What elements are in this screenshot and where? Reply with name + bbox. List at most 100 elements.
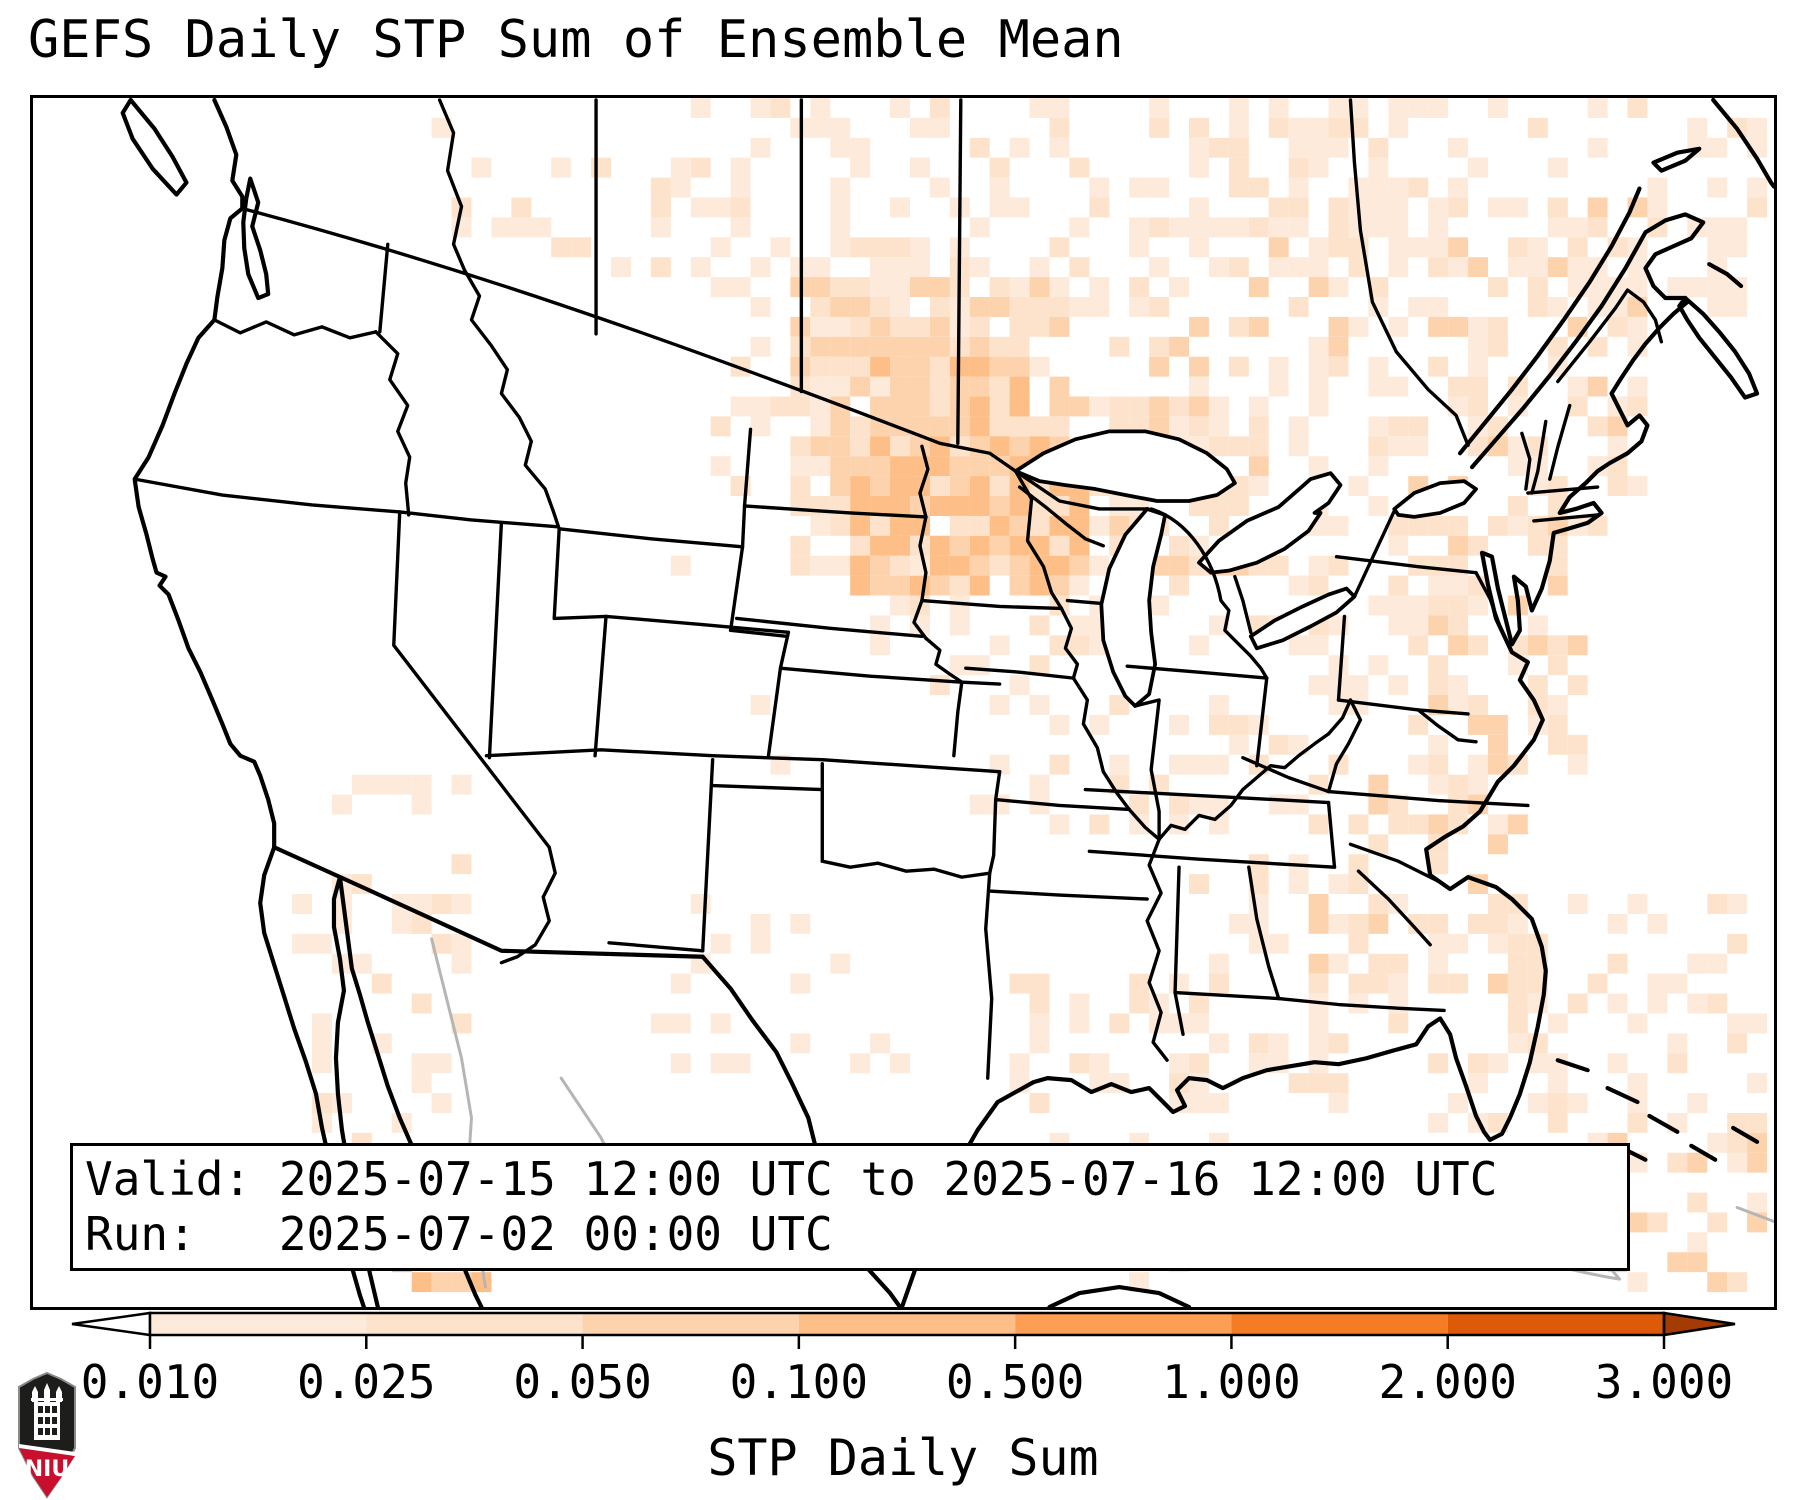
stp-cell xyxy=(1408,416,1429,437)
stp-cell xyxy=(989,635,1010,656)
stp-cell xyxy=(1547,297,1568,317)
stp-cell xyxy=(1487,814,1508,835)
stp-cell xyxy=(1727,217,1748,238)
stp-cell xyxy=(1169,754,1190,775)
stp-cell xyxy=(989,157,1010,178)
stp-cell xyxy=(1448,814,1469,835)
stp-cell xyxy=(1009,316,1030,337)
stp-cell xyxy=(1089,555,1110,576)
stp-cell xyxy=(890,277,910,298)
stp-cell xyxy=(1248,476,1269,497)
stp-cell xyxy=(1547,655,1568,676)
stp-cell xyxy=(1527,117,1548,138)
stp-cell xyxy=(1268,257,1289,278)
stp-cell xyxy=(1487,834,1508,855)
stp-cell xyxy=(830,515,851,536)
stp-cell xyxy=(1727,894,1748,914)
stp-cell xyxy=(1009,575,1030,596)
stp-cell xyxy=(551,157,572,178)
stp-cell xyxy=(531,217,552,238)
stp-cell xyxy=(730,396,751,417)
stp-cell xyxy=(1448,774,1469,795)
stp-cell xyxy=(929,416,950,437)
stp-cell xyxy=(1129,814,1150,835)
stp-heatmap-cells xyxy=(292,98,1768,1293)
stp-cell xyxy=(1049,117,1070,138)
stp-cell xyxy=(890,316,910,337)
stp-cell xyxy=(650,217,671,238)
stp-cell xyxy=(909,396,930,417)
stp-cell xyxy=(1029,297,1050,317)
stp-cell xyxy=(1248,1033,1269,1054)
stp-cell xyxy=(1468,754,1488,775)
stp-cell xyxy=(1368,595,1389,616)
stp-cell xyxy=(1308,277,1329,298)
stp-cell xyxy=(1428,1053,1449,1074)
stp-cell xyxy=(949,535,970,556)
stp-cell xyxy=(810,416,831,437)
stp-cell xyxy=(810,277,831,298)
stp-cell xyxy=(1408,754,1429,775)
stp-cell xyxy=(1428,655,1449,676)
stp-cell xyxy=(949,575,970,596)
stp-cell xyxy=(1448,615,1469,636)
stp-cell xyxy=(1468,316,1488,337)
stp-cell xyxy=(1208,953,1229,974)
stp-cell xyxy=(1428,1112,1449,1133)
stp-cell xyxy=(730,197,751,218)
coastlines xyxy=(120,98,1774,1307)
stp-cell xyxy=(1129,973,1150,994)
stp-cell xyxy=(909,416,930,437)
stp-cell xyxy=(411,794,432,815)
stp-cell xyxy=(1547,1013,1568,1034)
stp-cell xyxy=(1667,973,1688,994)
stp-cell xyxy=(870,436,891,457)
stp-cell xyxy=(830,416,851,437)
stp-cell xyxy=(1468,595,1488,616)
stp-cell xyxy=(1707,137,1728,158)
stp-cell xyxy=(1189,1013,1209,1034)
lake-michigan xyxy=(1099,507,1167,708)
stp-cell xyxy=(1049,575,1070,596)
stp-cell xyxy=(1069,396,1090,417)
stp-cell xyxy=(1328,515,1349,536)
stp-cell xyxy=(890,515,910,536)
stp-cell xyxy=(1388,257,1409,278)
stp-cell xyxy=(1348,854,1369,875)
stp-cell xyxy=(1129,993,1150,1014)
stp-cell xyxy=(1388,615,1409,636)
colorbar-under-arrow xyxy=(71,1311,152,1337)
stp-cell xyxy=(1547,197,1568,218)
stp-cell xyxy=(1009,675,1030,696)
stp-cell xyxy=(1627,1013,1648,1034)
stp-cell xyxy=(989,277,1010,298)
stp-cell xyxy=(1029,496,1050,516)
stp-cell xyxy=(1468,1073,1488,1094)
stp-cell xyxy=(1567,257,1588,278)
map-panel xyxy=(30,95,1777,1310)
stp-cell xyxy=(1029,277,1050,298)
stp-cell xyxy=(1408,515,1429,536)
stp-cell xyxy=(1468,257,1488,278)
stp-cell xyxy=(1268,237,1289,258)
stp-cell xyxy=(1029,615,1050,636)
stp-cell xyxy=(650,197,671,218)
stp-cell xyxy=(710,933,731,954)
stp-cell xyxy=(1268,197,1289,218)
colorbar-outline xyxy=(148,1311,1666,1337)
stp-cell xyxy=(750,396,771,417)
stp-cell xyxy=(1129,1272,1150,1293)
stp-cell xyxy=(1109,496,1130,516)
stp-cell xyxy=(790,973,811,994)
stp-cell xyxy=(790,396,811,417)
stp-cell xyxy=(1049,754,1070,775)
stp-cell xyxy=(1228,257,1249,278)
stp-cell xyxy=(1388,177,1409,198)
stp-cell xyxy=(1368,496,1389,516)
stp-cell xyxy=(890,575,910,596)
stp-cell xyxy=(1567,635,1588,656)
stp-cell xyxy=(1667,1152,1688,1173)
stp-cell xyxy=(1587,277,1608,298)
stp-cell xyxy=(1368,973,1389,994)
stp-cell xyxy=(1049,635,1070,656)
